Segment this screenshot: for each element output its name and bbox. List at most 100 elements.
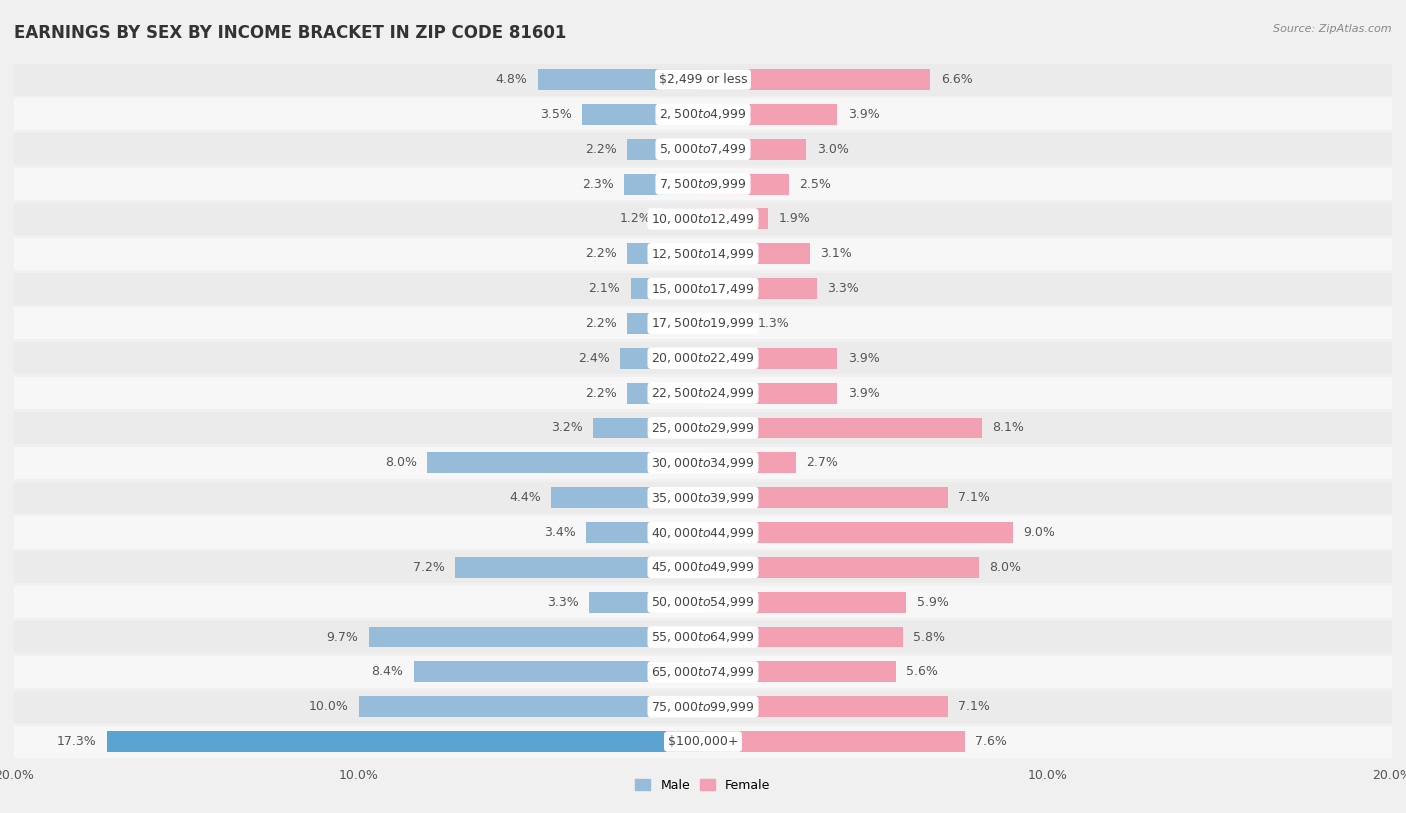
Text: $15,000 to $17,499: $15,000 to $17,499: [651, 281, 755, 296]
Bar: [551, 487, 703, 508]
Text: $2,500 to $4,999: $2,500 to $4,999: [659, 107, 747, 121]
Text: 2.2%: 2.2%: [585, 317, 617, 330]
Bar: [703, 418, 981, 438]
Bar: [14, 691, 1392, 723]
Bar: [14, 342, 1392, 374]
Bar: [582, 104, 703, 125]
Bar: [627, 383, 703, 403]
Bar: [537, 69, 703, 90]
Bar: [593, 418, 703, 438]
Bar: [14, 377, 1392, 409]
Bar: [456, 557, 703, 578]
Bar: [703, 383, 838, 403]
Text: 3.5%: 3.5%: [540, 108, 572, 121]
Bar: [703, 348, 838, 369]
Text: 3.0%: 3.0%: [817, 143, 849, 156]
Bar: [14, 272, 1392, 305]
Text: 8.4%: 8.4%: [371, 665, 404, 678]
Text: 1.2%: 1.2%: [620, 212, 651, 225]
Bar: [703, 313, 748, 334]
Bar: [662, 208, 703, 229]
Text: 2.2%: 2.2%: [585, 387, 617, 400]
Text: 8.1%: 8.1%: [993, 421, 1024, 434]
Text: 3.1%: 3.1%: [820, 247, 852, 260]
Text: $20,000 to $22,499: $20,000 to $22,499: [651, 351, 755, 365]
Text: 2.2%: 2.2%: [585, 143, 617, 156]
Bar: [703, 592, 907, 613]
Bar: [703, 731, 965, 752]
Bar: [14, 481, 1392, 514]
Bar: [14, 133, 1392, 165]
Text: 4.8%: 4.8%: [495, 73, 527, 86]
Bar: [368, 627, 703, 647]
Text: 8.0%: 8.0%: [988, 561, 1021, 574]
Bar: [589, 592, 703, 613]
Bar: [14, 237, 1392, 270]
Text: 9.0%: 9.0%: [1024, 526, 1056, 539]
Bar: [620, 348, 703, 369]
Text: $2,499 or less: $2,499 or less: [659, 73, 747, 86]
Bar: [627, 313, 703, 334]
Text: $5,000 to $7,499: $5,000 to $7,499: [659, 142, 747, 156]
Bar: [703, 557, 979, 578]
Bar: [427, 452, 703, 473]
Text: 2.1%: 2.1%: [589, 282, 620, 295]
Text: 6.6%: 6.6%: [941, 73, 973, 86]
Bar: [14, 656, 1392, 688]
Bar: [703, 243, 810, 264]
Text: 7.1%: 7.1%: [957, 491, 990, 504]
Legend: Male, Female: Male, Female: [630, 774, 776, 797]
Text: 3.9%: 3.9%: [848, 352, 879, 365]
Text: $100,000+: $100,000+: [668, 735, 738, 748]
Text: $30,000 to $34,999: $30,000 to $34,999: [651, 456, 755, 470]
Bar: [703, 174, 789, 194]
Text: 7.2%: 7.2%: [413, 561, 444, 574]
Text: 2.7%: 2.7%: [807, 456, 838, 469]
Bar: [586, 522, 703, 543]
Bar: [14, 98, 1392, 130]
Text: 17.3%: 17.3%: [58, 735, 97, 748]
Bar: [703, 662, 896, 682]
Text: $75,000 to $99,999: $75,000 to $99,999: [651, 700, 755, 714]
Bar: [703, 278, 817, 299]
Bar: [703, 522, 1012, 543]
Bar: [413, 662, 703, 682]
Bar: [14, 551, 1392, 584]
Bar: [703, 139, 807, 159]
Text: 1.9%: 1.9%: [779, 212, 810, 225]
Text: EARNINGS BY SEX BY INCOME BRACKET IN ZIP CODE 81601: EARNINGS BY SEX BY INCOME BRACKET IN ZIP…: [14, 24, 567, 42]
Text: $10,000 to $12,499: $10,000 to $12,499: [651, 212, 755, 226]
Text: $40,000 to $44,999: $40,000 to $44,999: [651, 525, 755, 540]
Text: 5.6%: 5.6%: [907, 665, 938, 678]
Text: $45,000 to $49,999: $45,000 to $49,999: [651, 560, 755, 574]
Text: 8.0%: 8.0%: [385, 456, 418, 469]
Bar: [703, 627, 903, 647]
Bar: [14, 168, 1392, 200]
Text: 5.8%: 5.8%: [912, 631, 945, 644]
Text: 3.3%: 3.3%: [827, 282, 859, 295]
Bar: [107, 731, 703, 752]
Bar: [703, 487, 948, 508]
Bar: [703, 696, 948, 717]
Bar: [14, 203, 1392, 235]
Bar: [14, 63, 1392, 96]
Text: 4.4%: 4.4%: [509, 491, 541, 504]
Text: 9.7%: 9.7%: [326, 631, 359, 644]
Text: 2.5%: 2.5%: [800, 177, 831, 190]
Bar: [703, 452, 796, 473]
Text: 5.9%: 5.9%: [917, 596, 949, 609]
Bar: [703, 69, 931, 90]
Text: 2.4%: 2.4%: [578, 352, 610, 365]
Text: 3.2%: 3.2%: [551, 421, 582, 434]
Text: 3.3%: 3.3%: [547, 596, 579, 609]
Bar: [703, 208, 769, 229]
Text: 2.3%: 2.3%: [582, 177, 613, 190]
Text: $65,000 to $74,999: $65,000 to $74,999: [651, 665, 755, 679]
Bar: [14, 307, 1392, 340]
Text: 10.0%: 10.0%: [308, 700, 349, 713]
Text: Source: ZipAtlas.com: Source: ZipAtlas.com: [1274, 24, 1392, 34]
Text: 3.4%: 3.4%: [544, 526, 575, 539]
Text: 7.6%: 7.6%: [976, 735, 1007, 748]
Text: $50,000 to $54,999: $50,000 to $54,999: [651, 595, 755, 609]
Text: $17,500 to $19,999: $17,500 to $19,999: [651, 316, 755, 330]
